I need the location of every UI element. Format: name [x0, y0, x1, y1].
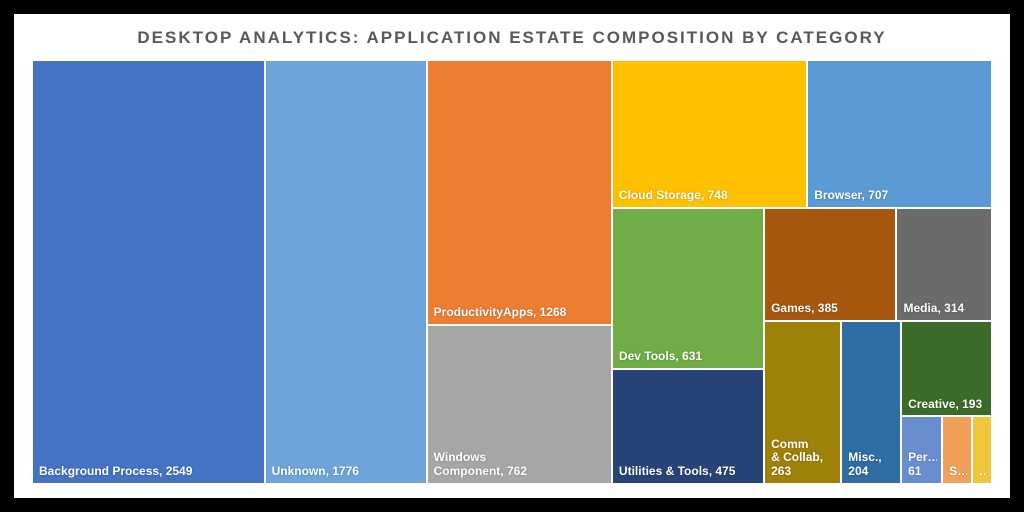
treemap-tile: … — [972, 416, 992, 484]
treemap-tile: Games, 385 — [764, 208, 896, 321]
treemap-tile: S… — [942, 416, 972, 484]
treemap-tile: Misc., 204 — [841, 321, 901, 484]
chart-card: DESKTOP ANALYTICS: APPLICATION ESTATE CO… — [14, 14, 1010, 498]
treemap-tile: Background Process, 2549 — [32, 60, 265, 484]
treemap-tile: Windows Component, 762 — [427, 325, 612, 484]
treemap-tile-label: Games, 385 — [771, 302, 891, 316]
treemap-tile-label: Creative, 193 — [908, 398, 987, 412]
treemap-tile-label: ProductivityApps, 1268 — [434, 306, 607, 320]
treemap-tile: ProductivityApps, 1268 — [427, 60, 612, 325]
treemap-tile: Unknown, 1776 — [265, 60, 427, 484]
treemap-tile: Dev Tools, 631 — [612, 208, 764, 369]
treemap-tile-label: Dev Tools, 631 — [619, 350, 759, 364]
treemap-tile: Cloud Storage, 748 — [612, 60, 807, 208]
treemap-tile-label: Per… 61 — [908, 451, 937, 479]
treemap-tile-label: Unknown, 1776 — [272, 465, 422, 479]
treemap-tile: Creative, 193 — [901, 321, 992, 417]
treemap-tile-label: Misc., 204 — [848, 451, 896, 479]
treemap-tile-label: Media, 314 — [903, 302, 987, 316]
treemap-tile-label: S… — [949, 465, 967, 479]
treemap-tile-label: Background Process, 2549 — [39, 465, 260, 479]
treemap-tile: Comm & Collab, 263 — [764, 321, 841, 484]
treemap-tile: Browser, 707 — [807, 60, 992, 208]
treemap-tile-label: Utilities & Tools, 475 — [619, 465, 759, 479]
treemap-plot: Background Process, 2549 Unknown, 1776 Pro… — [32, 60, 992, 484]
treemap-tile-label: Browser, 707 — [814, 189, 987, 203]
treemap-tile-label: Windows Component, 762 — [434, 451, 607, 479]
treemap-tile-label: … — [979, 465, 987, 479]
treemap-tile: Utilities & Tools, 475 — [612, 369, 764, 484]
chart-title: DESKTOP ANALYTICS: APPLICATION ESTATE CO… — [14, 28, 1010, 48]
treemap-tile: Media, 314 — [896, 208, 992, 321]
treemap-tile: Per… 61 — [901, 416, 942, 484]
treemap-tile-label: Cloud Storage, 748 — [619, 189, 802, 203]
treemap-tile-label: Comm & Collab, 263 — [771, 438, 836, 479]
